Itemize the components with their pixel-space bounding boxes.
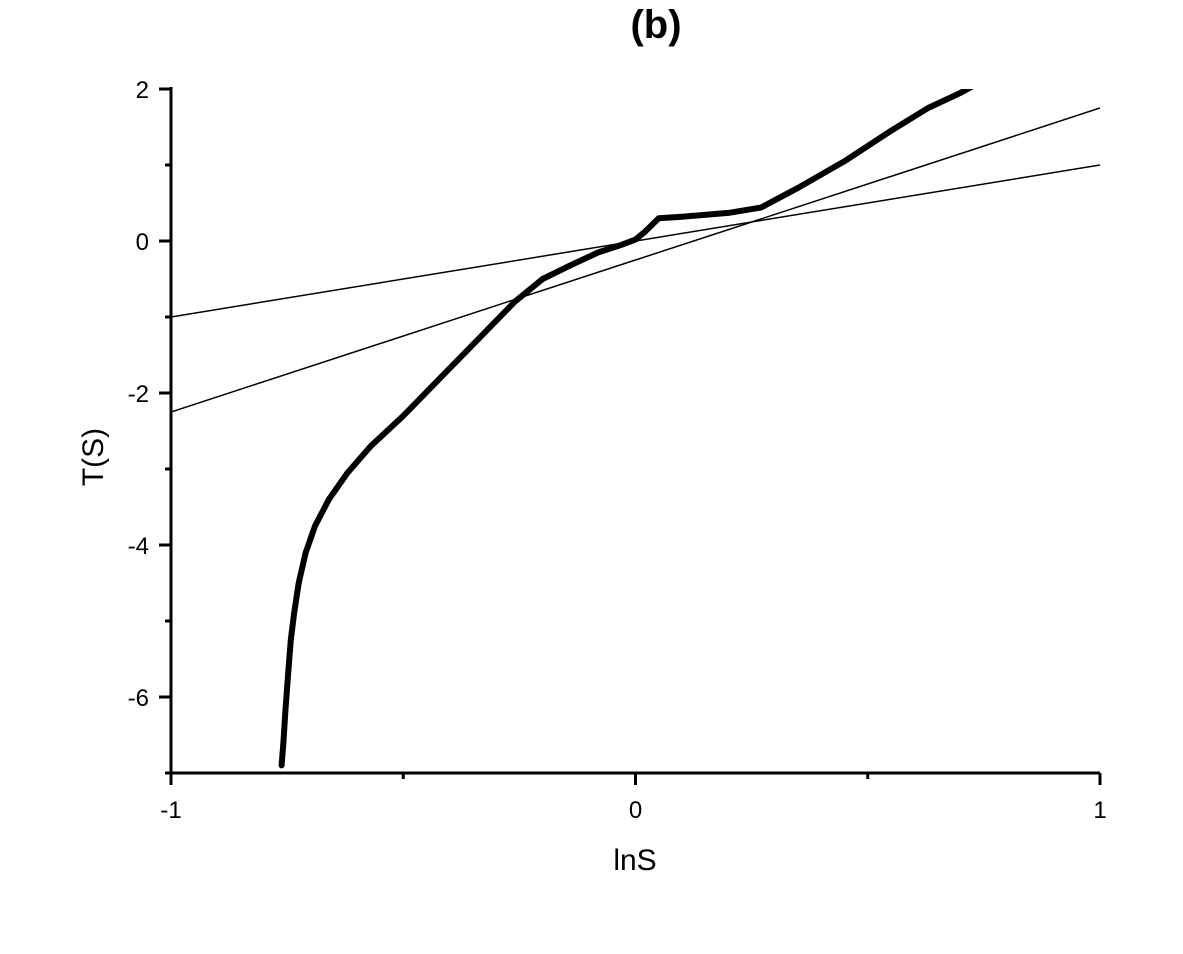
plot-area [171,89,1100,769]
x-tick-label: 0 [629,797,642,824]
chart-title: (b) [630,3,681,47]
y-tick-label: 2 [136,77,149,104]
y-tick-label: -4 [128,533,149,560]
series-2-line [171,107,1100,413]
x-axis-ticks: -1 0 1 [160,773,1107,824]
y-axis-ticks: -6 -4 -2 0 2 [128,77,171,775]
x-tick-label: 1 [1093,797,1106,824]
y-tick-label: 0 [136,229,149,256]
y-axis-title: T(S) [77,428,110,486]
x-axis-title: lnS [613,844,656,877]
y-tick-label: -6 [128,685,149,712]
series-0-curve [278,89,974,769]
series-1-line [171,164,1100,318]
x-tick-label: -1 [160,797,181,824]
y-tick-label: -2 [128,381,149,408]
